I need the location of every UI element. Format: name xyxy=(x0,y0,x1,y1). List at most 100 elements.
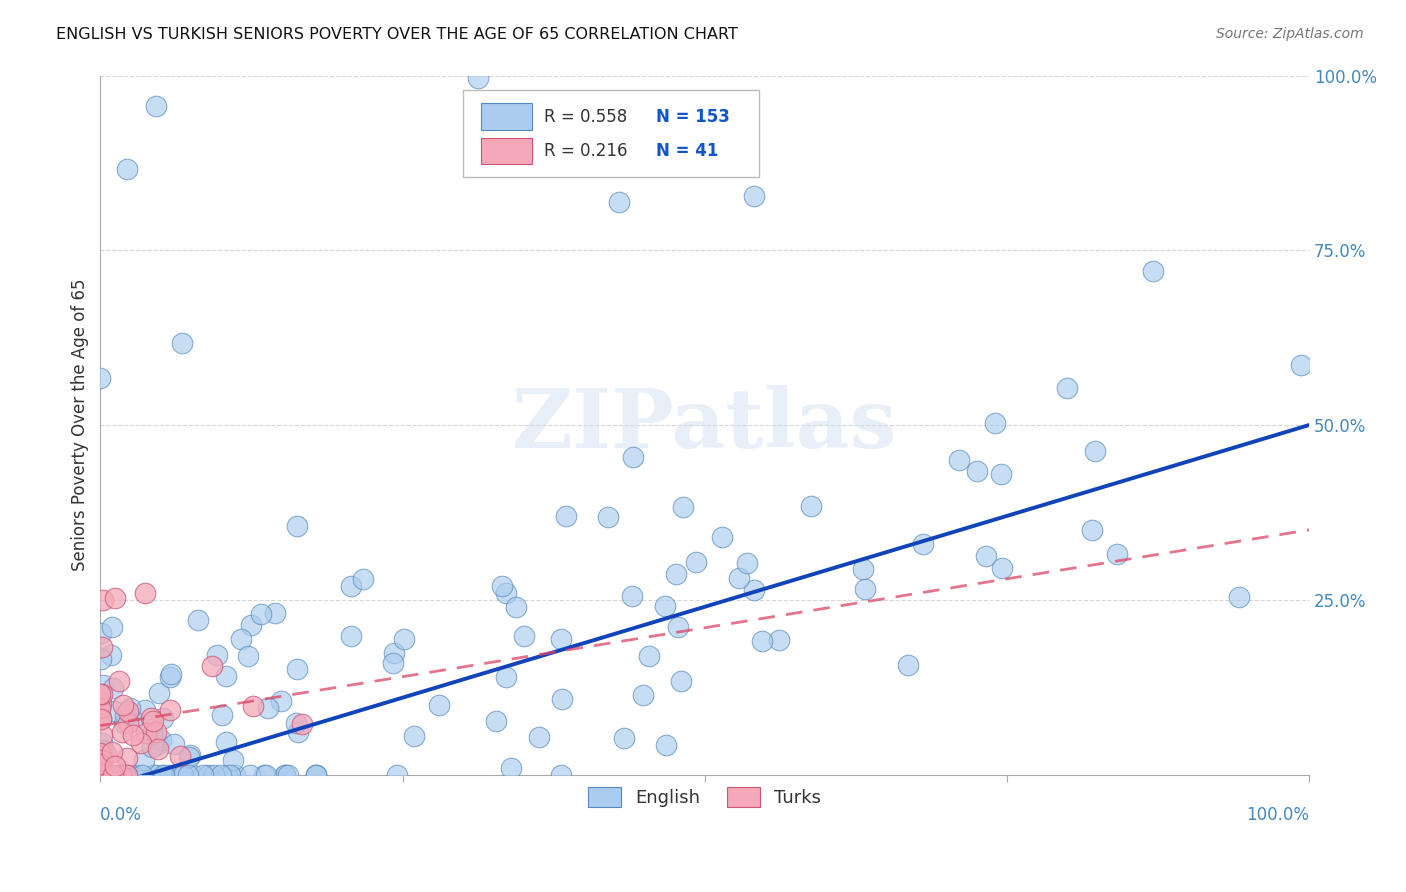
Point xyxy=(727,571,749,585)
Point xyxy=(284,716,307,731)
Point xyxy=(495,586,517,600)
Point xyxy=(966,463,988,477)
Point xyxy=(94,747,117,761)
Point xyxy=(101,745,124,759)
Point xyxy=(100,648,122,663)
Point xyxy=(205,648,228,662)
Point xyxy=(631,688,654,702)
Text: ENGLISH VS TURKISH SENIORS POVERTY OVER THE AGE OF 65 CORRELATION CHART: ENGLISH VS TURKISH SENIORS POVERTY OVER … xyxy=(56,27,738,42)
Point xyxy=(254,767,277,781)
Point xyxy=(285,519,308,533)
Point xyxy=(90,712,112,726)
Point xyxy=(89,652,111,666)
Point xyxy=(90,767,112,781)
FancyBboxPatch shape xyxy=(463,89,759,177)
Text: R = 0.558: R = 0.558 xyxy=(544,108,627,126)
Point xyxy=(305,767,328,781)
Point xyxy=(202,767,225,781)
Point xyxy=(613,731,636,745)
Point xyxy=(121,767,143,781)
Point xyxy=(257,701,280,715)
Point xyxy=(143,767,166,781)
Point xyxy=(339,580,361,594)
Point xyxy=(114,707,136,722)
Point xyxy=(160,667,183,681)
Point xyxy=(222,753,245,767)
Point xyxy=(217,767,239,781)
Point xyxy=(110,767,132,781)
Text: R = 0.216: R = 0.216 xyxy=(544,142,627,160)
Point xyxy=(115,751,138,765)
Point xyxy=(990,561,1012,575)
Point xyxy=(1084,443,1107,458)
Point xyxy=(179,748,201,763)
Point xyxy=(135,726,157,740)
Point xyxy=(1227,590,1250,604)
Point xyxy=(666,620,689,634)
Point xyxy=(800,499,823,513)
Point xyxy=(104,591,127,605)
Point xyxy=(145,725,167,739)
Point xyxy=(112,716,135,731)
Point xyxy=(177,750,200,764)
Point xyxy=(550,632,572,646)
Point xyxy=(491,579,513,593)
Point xyxy=(142,767,165,781)
Point xyxy=(110,767,132,781)
Text: N = 153: N = 153 xyxy=(657,108,730,126)
Point xyxy=(495,670,517,684)
Point xyxy=(170,767,193,781)
Point xyxy=(274,767,297,781)
Point xyxy=(114,767,136,781)
Point xyxy=(710,530,733,544)
Point xyxy=(352,573,374,587)
Point xyxy=(91,593,114,607)
Point xyxy=(291,717,314,731)
Point xyxy=(1080,523,1102,537)
Point xyxy=(505,599,527,614)
Point xyxy=(90,767,112,781)
Point xyxy=(305,767,328,781)
Point xyxy=(96,767,118,781)
Point xyxy=(97,767,120,781)
Point xyxy=(550,767,572,781)
Point xyxy=(101,767,124,781)
Point xyxy=(253,767,276,781)
Point xyxy=(117,161,139,176)
Point xyxy=(141,739,163,754)
Point xyxy=(170,335,193,350)
Point xyxy=(125,767,148,781)
Point xyxy=(153,767,176,781)
FancyBboxPatch shape xyxy=(481,137,531,164)
Point xyxy=(285,662,308,676)
Point xyxy=(984,417,1007,431)
Point xyxy=(250,607,273,622)
Point xyxy=(131,736,153,750)
Point xyxy=(209,767,232,781)
Point xyxy=(485,714,508,728)
Point xyxy=(89,767,111,781)
Point xyxy=(90,736,112,750)
Point xyxy=(117,716,139,731)
Point xyxy=(1289,358,1312,372)
Point xyxy=(146,742,169,756)
Point xyxy=(111,724,134,739)
Point xyxy=(737,557,759,571)
Point xyxy=(134,703,156,717)
Text: 100.0%: 100.0% xyxy=(1246,806,1309,824)
Point xyxy=(142,714,165,728)
Point xyxy=(427,698,450,713)
Point xyxy=(596,509,619,524)
Point xyxy=(115,767,138,781)
Point xyxy=(214,735,236,749)
Point xyxy=(121,767,143,781)
Point xyxy=(990,467,1012,481)
Point xyxy=(89,701,111,715)
Point xyxy=(392,632,415,646)
Point xyxy=(89,746,111,760)
Point xyxy=(90,711,112,725)
Point xyxy=(101,620,124,634)
Point xyxy=(672,500,695,514)
Point xyxy=(141,710,163,724)
FancyBboxPatch shape xyxy=(481,103,531,130)
